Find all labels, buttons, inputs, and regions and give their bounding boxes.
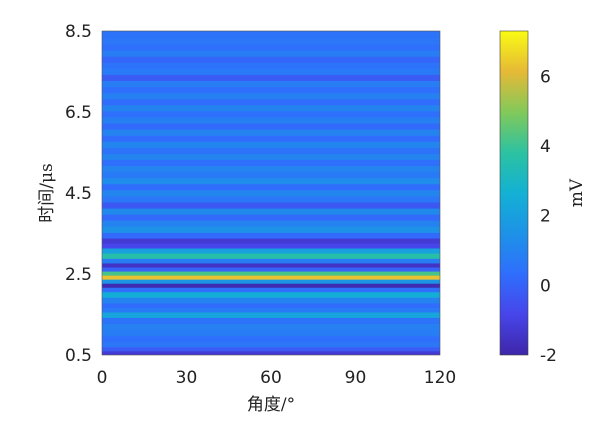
colorbar-label: mV (567, 178, 587, 207)
heatmap-band (102, 323, 440, 331)
heatmap-band (102, 263, 440, 268)
heatmap-band (102, 220, 440, 227)
heatmap-band (102, 159, 440, 167)
heatmap-band (102, 135, 440, 142)
heatmap-band (102, 248, 440, 254)
heatmap-band (102, 232, 440, 239)
heatmap-band (102, 98, 440, 106)
x-tick-label: 0 (97, 368, 108, 388)
colorbar-gradient (499, 30, 529, 356)
heatmap-band (102, 307, 440, 313)
heatmap-band (102, 275, 440, 280)
y-tick-label: 8.5 (65, 22, 92, 42)
heatmap-band (102, 177, 440, 185)
heatmap-band (102, 123, 440, 130)
heatmap-band (102, 171, 440, 179)
colorbar-tick-label: 4 (540, 137, 551, 157)
heatmap-band (102, 68, 440, 75)
x-tick-label: 90 (345, 368, 367, 388)
heatmap-band (102, 189, 440, 197)
y-tick-label: 2.5 (65, 265, 92, 285)
heatmap-band (102, 62, 440, 69)
heatmap-band (102, 283, 440, 288)
heatmap-band (102, 165, 440, 173)
heatmap-band (102, 350, 440, 355)
heatmap-band (102, 271, 440, 276)
x-axis-ticks: 0 30 60 90 120 (97, 368, 457, 388)
heatmap-band (102, 38, 440, 45)
heatmap-band (102, 44, 440, 51)
heatmap-band (102, 117, 440, 124)
heatmap-band (102, 129, 440, 136)
heatmap-band (102, 335, 440, 343)
y-tick-label: 4.5 (65, 184, 92, 204)
x-tick-label: 60 (260, 368, 282, 388)
colorbar-ticks: -2 0 2 4 6 (540, 67, 557, 366)
heatmap-bands (102, 31, 440, 355)
y-axis-ticks: 0.5 2.5 4.5 6.5 8.5 (65, 22, 92, 366)
heatmap-band (102, 110, 440, 118)
heatmap-band (102, 317, 440, 325)
heatmap-band (102, 86, 440, 94)
heatmap-band (102, 226, 440, 233)
heatmap-band (102, 341, 440, 348)
heatmap-band (102, 92, 440, 100)
heatmap-band (102, 291, 440, 298)
heatmap-band (102, 243, 440, 249)
colorbar: -2 0 2 4 6 mV (499, 30, 587, 366)
y-tick-label: 0.5 (65, 346, 92, 366)
heatmap-band (102, 238, 440, 244)
heatmap-band (102, 208, 440, 215)
heatmap-band (102, 329, 440, 337)
colorbar-tick-label: -2 (540, 346, 557, 366)
heatmap-band (102, 80, 440, 88)
heatmap-band (102, 141, 440, 148)
x-tick-label: 120 (424, 368, 456, 388)
heatmap-band (102, 302, 440, 309)
heatmap-band (102, 50, 440, 57)
y-tick-label: 6.5 (65, 103, 92, 123)
heatmap-band (102, 196, 440, 203)
heatmap-band (102, 258, 440, 264)
colorbar-tick-label: 6 (540, 67, 551, 87)
heatmap-band (102, 202, 440, 209)
heatmap-band (102, 153, 440, 160)
heatmap-band (102, 147, 440, 154)
heatmap-band (102, 287, 440, 293)
heatmap-band (102, 104, 440, 112)
x-tick-label: 30 (176, 368, 198, 388)
x-axis-label: 角度/° (247, 395, 295, 415)
plot-area (101, 30, 441, 356)
plot-frame (101, 30, 441, 356)
heatmap-band (102, 279, 440, 284)
heatmap-band (102, 183, 440, 191)
colorbar-tick-label: 2 (540, 207, 551, 227)
heatmap-band (102, 56, 440, 63)
heatmap-band (102, 297, 440, 304)
heatmap-band (102, 214, 440, 221)
heatmap-band (102, 346, 440, 352)
heatmap-band (102, 253, 440, 259)
heatmap-band (102, 312, 440, 318)
colorbar-tick-label: 0 (540, 276, 551, 296)
heatmap-band (102, 74, 440, 82)
heatmap-band (102, 31, 440, 39)
y-axis-label: 时间/μs (37, 163, 57, 223)
heatmap-band (102, 267, 440, 272)
